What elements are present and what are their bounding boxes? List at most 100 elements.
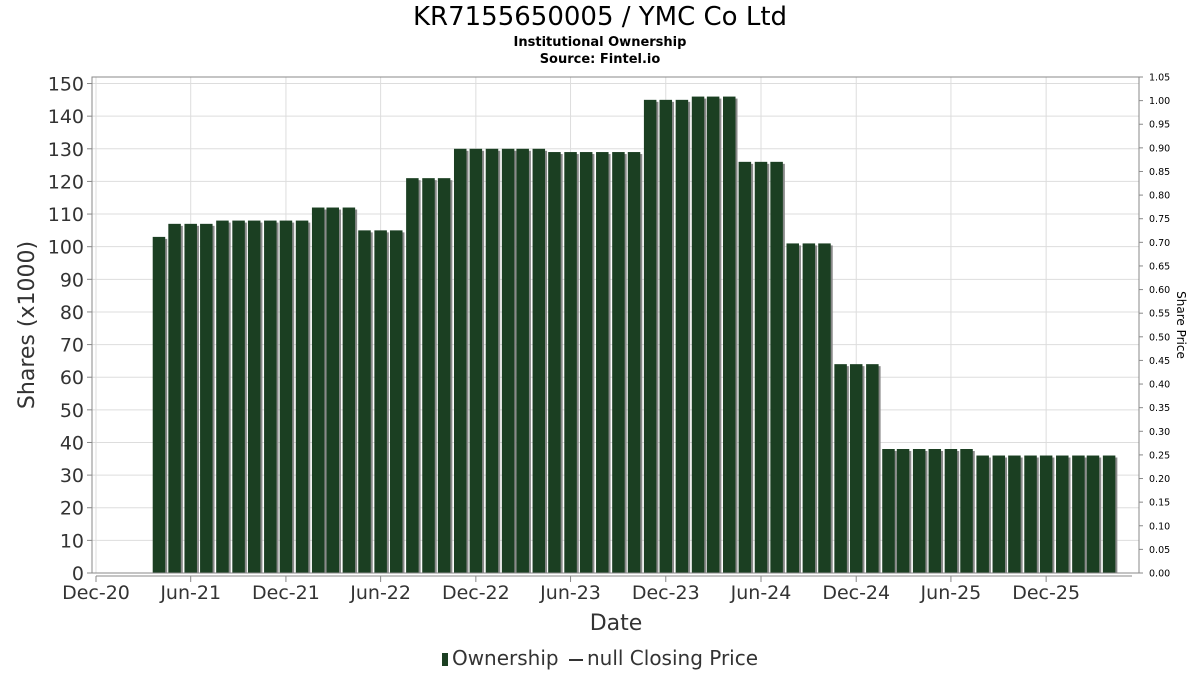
bar [358,230,371,574]
bar [216,220,229,573]
bar-series-ownership [152,96,1118,574]
x-tick-label: Dec-20 [62,582,130,604]
bar [168,223,181,573]
bar [311,207,325,574]
bar [453,148,467,573]
y2-tick-label: 0.60 [1149,285,1170,296]
bar [342,207,356,574]
bar [738,161,752,573]
x-axis: Dec-20 Jun-21 Dec-21 Jun-22 Dec-22 Jun-23 Dec-… [62,575,1132,604]
y2-tick-label: 0.45 [1149,356,1170,367]
y2-tick-label: 0.15 [1149,498,1170,509]
bar [596,152,609,574]
bar [469,148,483,573]
bar [944,449,958,573]
bar [818,243,831,573]
bar [723,96,736,573]
y2-axis-label: Share Price [1174,291,1188,359]
bar [200,223,213,573]
y2-tick-label: 1.00 [1149,96,1170,107]
y2-tick-label: 0.35 [1149,403,1170,414]
y2-tick-label: 0.25 [1149,450,1170,461]
bar [501,148,515,573]
bar [896,449,910,573]
y2-tick-label: 0.10 [1149,521,1170,532]
x-tick-label: Dec-21 [252,582,320,604]
x-axis-label: Date [590,611,643,636]
bar [548,152,561,574]
bar [389,230,403,574]
bar [247,220,261,573]
bar [912,449,926,573]
y-tick-label: 70 [60,335,84,357]
bar [882,449,895,573]
bar [1024,455,1037,573]
bar [1039,455,1053,573]
bar [264,220,277,573]
y2-tick-label: 0.95 [1149,120,1170,131]
y-tick-label: 20 [60,498,84,520]
bar [960,449,973,573]
x-tick-label: Dec-22 [442,582,510,604]
x-tick-label: Dec-24 [822,582,890,604]
bar [643,99,657,573]
x-tick-label: Dec-23 [632,582,700,604]
plot-frame [91,76,1140,574]
y2-tick-label: 0.90 [1149,143,1170,154]
chart-title: KR7155650005 / YMC Co Ltd [412,2,788,32]
y2-tick-label: 0.40 [1149,380,1170,391]
bar [802,243,816,573]
legend-price-line [568,658,583,661]
y2-tick-label: 0.05 [1149,545,1170,556]
y-tick-label: 140 [48,106,84,128]
bar [834,364,847,573]
bar [866,364,879,573]
bar [691,96,705,573]
bar [326,207,340,574]
bar [1086,455,1100,573]
y2-tick-label: 0.75 [1149,214,1170,225]
bar [1102,455,1116,573]
bar [232,220,245,573]
y2-tick-label: 0.20 [1149,474,1170,485]
bar [152,236,166,574]
bar [485,148,499,573]
bar [928,449,942,573]
chart-source: Source: Fintel.io [539,52,661,67]
x-tick-label: Dec-25 [1012,582,1080,604]
y-tick-label: 110 [48,204,84,226]
y-tick-label: 30 [60,465,84,487]
bar [1056,455,1069,573]
bar [976,455,989,573]
y-tick-label: 10 [60,530,84,552]
y2-tick-label: 0.80 [1149,191,1170,202]
bar [627,152,641,574]
bar [659,99,673,573]
y2-tick-label: 0.85 [1149,167,1170,178]
legend-price-label: null Closing Price [586,646,759,670]
bar [374,230,387,574]
y2-tick-label: 1.05 [1149,73,1170,84]
legend: Ownership null Closing Price [0,646,1200,670]
bar [579,152,593,574]
y2-tick-label: 0.50 [1149,332,1170,343]
bar [754,161,768,573]
bar [992,455,1006,573]
chart-subtitle: Institutional Ownership [513,35,687,50]
bar [706,96,720,573]
bar [1008,455,1021,573]
y2-tick-label: 0.30 [1149,427,1170,438]
bar [406,178,419,573]
bar [532,148,546,573]
x-tick-label: Jun-25 [920,582,982,604]
y-tick-label: 130 [48,139,84,161]
legend-ownership-swatch [441,653,448,666]
y-tick-label: 40 [60,432,84,454]
bar [437,178,451,573]
y2-tick-label: 0.65 [1149,261,1170,272]
bar [295,220,309,573]
x-tick-label: Jun-22 [349,582,411,604]
y2-tick-label: 0.55 [1149,309,1170,320]
y2-tick-label: 0.00 [1149,569,1170,580]
